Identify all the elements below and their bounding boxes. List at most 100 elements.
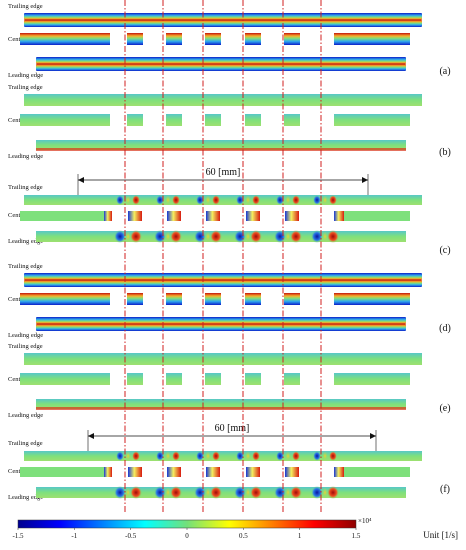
vortex-spot [322,487,328,498]
vorticity-strip [36,324,406,331]
panel-c: 60 [mm] Trailing edge Center Leading edge (c… [8,167,451,256]
vortex-spot [165,451,171,461]
vortex-spot [170,486,182,499]
vortex-spot [313,195,321,205]
dimension-arrow [78,177,84,183]
vorticity-strip [24,280,422,287]
vortex-spot [274,486,286,499]
vortex-spot [194,230,206,243]
vortex-spot [329,195,337,205]
center-block [166,114,182,126]
row-label-leading: Leading edge [8,412,43,419]
vortex-spot [290,486,302,499]
vortex-spot [125,195,131,205]
vortex-spot [170,230,182,243]
center-block [205,33,221,45]
center-block [104,211,112,221]
row-label-leading: Leading edge [8,332,43,339]
panel-label: (a) [439,66,450,77]
vortex-spot [172,451,180,461]
vorticity-strip [36,399,406,409]
vortex-spot [322,231,328,242]
center-block [127,114,143,126]
center-block [166,33,182,45]
vortex-spot [252,195,260,205]
center-block [167,211,181,221]
vortex-spot [165,231,171,242]
center-block [206,467,220,477]
vorticity-strip [24,273,422,280]
center-segment-left [20,373,110,385]
center-segment-right [334,33,410,45]
center-block [205,293,221,305]
vortex-spot [250,230,262,243]
vorticity-strip [24,13,422,20]
dimension-label: 60 [mm] [206,167,241,178]
center-segment-right [334,467,410,477]
vortex-spot [156,195,164,205]
vortex-spot [292,195,300,205]
vortex-spot [125,451,131,461]
row-label-leading: Leading edge [8,153,43,160]
center-block [128,467,142,477]
center-block [127,293,143,305]
row-label-center: Center [8,468,26,475]
vortex-spot [196,195,204,205]
vortex-spot [196,451,204,461]
center-segment-left [20,211,110,221]
vortex-spot [327,486,339,499]
center-block [284,293,300,305]
vortex-spot [234,486,246,499]
center-block [285,211,299,221]
vortex-spot [116,195,124,205]
vorticity-strip [24,20,422,27]
vortex-spot [252,451,260,461]
vortex-spot [165,195,171,205]
vortex-spot [132,451,140,461]
vorticity-strip [36,140,406,150]
vortex-spot [132,195,140,205]
center-block [246,211,260,221]
vortex-spot [114,486,126,499]
dimension-arrow [362,177,368,183]
dimension-arrow [88,433,94,439]
row-label-trailing: Trailing edge [8,343,43,350]
vortex-spot [125,487,131,498]
vortex-spot [285,451,291,461]
colorbar [17,519,357,529]
center-block [285,467,299,477]
center-block [205,114,221,126]
row-label-trailing: Trailing edge [8,440,43,447]
vortex-spot [327,230,339,243]
vortex-spot [245,231,251,242]
row-label-trailing: Trailing edge [8,184,43,191]
row-label-trailing: Trailing edge [8,84,43,91]
vortex-spot [276,451,284,461]
vortex-spot [322,451,328,461]
panel-label: (c) [439,245,450,256]
center-block [334,211,344,221]
colorbar-tick-label: -1.5 [12,532,24,540]
center-block [127,373,143,385]
vortex-spot [205,195,211,205]
dimension-label: 60 [mm] [215,423,250,434]
unit-label: Unit [1/s] [423,530,458,540]
center-block [104,467,112,477]
vortex-spot [292,451,300,461]
vorticity-strip [36,64,406,71]
center-block [166,293,182,305]
panel-label: (b) [439,147,451,158]
panel-label: (e) [439,403,450,414]
vortex-spot [156,451,164,461]
row-label-trailing: Trailing edge [8,3,43,10]
vorticity-strip [36,57,406,64]
vortex-spot [274,230,286,243]
panel-b: Trailing edge Center Leading edge (b) [8,84,451,160]
vortex-spot [311,486,323,499]
row-label-leading: Leading edge [8,238,43,245]
vortex-spot [165,487,171,498]
row-label-center: Center [8,117,26,124]
vorticity-strip [24,195,422,205]
vortex-spot [245,487,251,498]
